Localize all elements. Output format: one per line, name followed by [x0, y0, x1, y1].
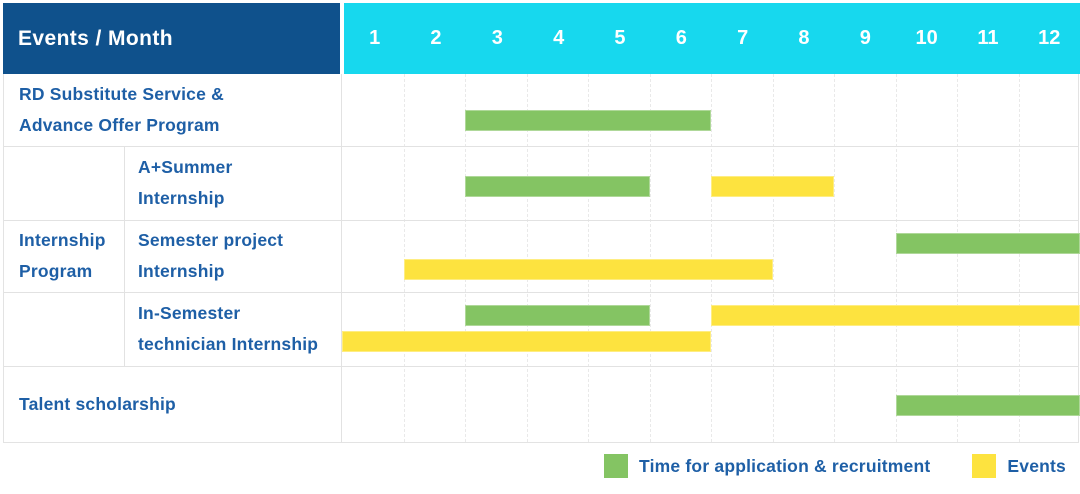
- legend-label-application: Time for application & recruitment: [639, 455, 931, 476]
- row-label-line: Semester project: [138, 230, 284, 250]
- month-gridline: [895, 74, 897, 442]
- bar-application: [895, 233, 1080, 254]
- month-label-3: 3: [491, 27, 503, 49]
- bar-application: [465, 176, 650, 197]
- month-gridline: [526, 74, 528, 442]
- month-label-10: 10: [915, 27, 938, 49]
- row-label-line: Internship: [138, 188, 225, 208]
- row-label-line: Advance Offer Program: [19, 115, 220, 135]
- month-header-row: 1 2 3 4 5 6 7 8 9 10 11 12: [344, 3, 1080, 74]
- month-gridline: [957, 74, 958, 442]
- month-label-7: 7: [737, 27, 749, 49]
- bar-application: [465, 305, 650, 326]
- month-gridline: [772, 74, 774, 442]
- month-gridline: [649, 74, 651, 442]
- label-column-divider: [341, 74, 342, 443]
- row-label-line: RD Substitute Service &: [19, 84, 224, 104]
- month-label-2: 2: [430, 27, 442, 49]
- row-label-line: Talent scholarship: [19, 394, 176, 414]
- row-label-talent-scholarship: Talent scholarship: [4, 366, 341, 443]
- month-gridline: [834, 74, 835, 442]
- month-label-4: 4: [553, 27, 565, 49]
- row-label-line: Internship: [138, 261, 225, 281]
- row-divider: [4, 366, 1078, 367]
- month-label-8: 8: [798, 27, 810, 49]
- month-gridline: [711, 74, 712, 442]
- month-label-5: 5: [614, 27, 626, 49]
- header-title: Events / Month: [18, 26, 173, 50]
- header-events-month-cell: Events / Month: [3, 3, 340, 74]
- row-label-line: technician Internship: [138, 334, 319, 354]
- legend-label-events: Events: [1007, 455, 1066, 476]
- bar-application: [895, 395, 1080, 416]
- row-divider: [4, 146, 1078, 147]
- row-label-rd-substitute-service: RD Substitute Service & Advance Offer Pro…: [4, 74, 341, 146]
- month-gridline: [403, 74, 405, 442]
- event-swatch-icon: [972, 454, 997, 478]
- application-swatch-icon: [604, 454, 629, 478]
- row-label-in-semester-technician-internship: In-Semester technician Internship: [124, 292, 341, 366]
- month-label-1: 1: [369, 27, 381, 49]
- bar-event: [403, 259, 773, 280]
- month-gridline: [1018, 74, 1020, 442]
- group-column-divider: [124, 146, 125, 366]
- month-gridline: [588, 74, 589, 442]
- legend: Time for application & recruitment Event…: [604, 454, 1066, 478]
- bar-event: [711, 305, 1080, 326]
- row-label-a-summer-internship: A+Summer Internship: [124, 146, 341, 220]
- month-gridline: [465, 74, 466, 442]
- legend-item-events: Events: [972, 454, 1066, 478]
- month-label-9: 9: [859, 27, 871, 49]
- bar-event: [342, 331, 711, 352]
- bar-application: [465, 110, 711, 131]
- group-label-line: Program: [19, 261, 93, 281]
- row-label-line: A+Summer: [138, 157, 233, 177]
- row-divider: [4, 220, 1078, 221]
- group-label-line: Internship: [19, 230, 106, 250]
- row-divider: [4, 292, 1078, 293]
- month-label-12: 12: [1038, 27, 1061, 49]
- month-label-11: 11: [977, 27, 999, 49]
- month-label-6: 6: [675, 27, 687, 49]
- legend-item-application: Time for application & recruitment: [604, 454, 930, 478]
- bar-event: [711, 176, 834, 197]
- row-label-semester-project-internship: Semester project Internship: [124, 220, 341, 292]
- group-label-internship-program: Internship Program: [4, 146, 124, 366]
- row-label-line: In-Semester: [138, 303, 241, 323]
- gantt-body: Internship Program RD Substitute Service &…: [3, 74, 1080, 443]
